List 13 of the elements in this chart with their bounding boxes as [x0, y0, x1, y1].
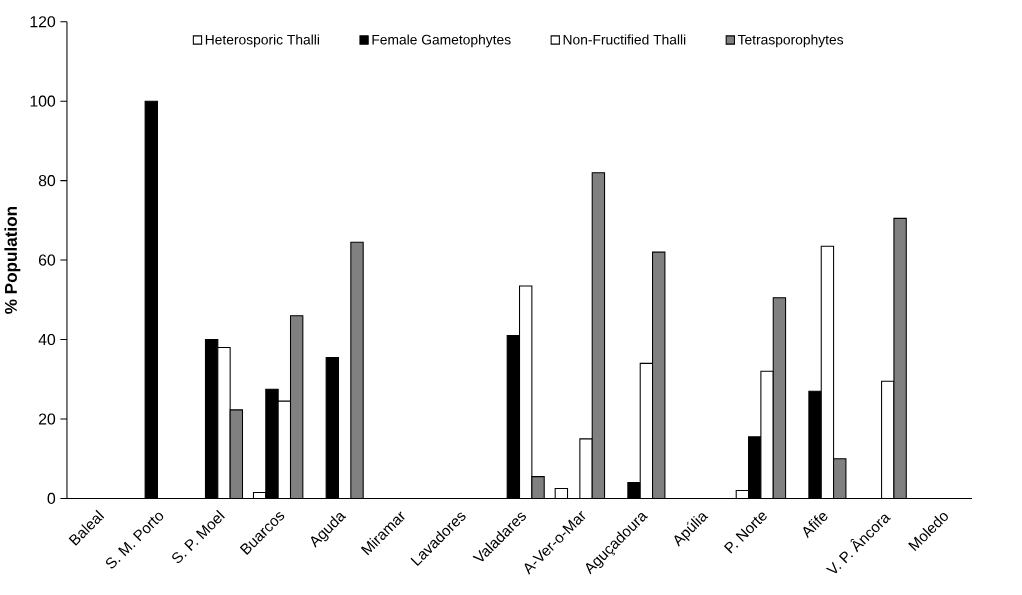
y-axis-title: % Population	[4, 206, 21, 314]
y-tick-label: 120	[30, 16, 56, 28]
legend-label: Heterosporic Thalli	[205, 34, 319, 48]
y-tick-label: 100	[30, 95, 56, 107]
y-tick-label: 80	[38, 174, 56, 187]
y-tick-label: 40	[38, 333, 56, 346]
legend-label: Female Gametophytes	[372, 34, 511, 48]
x-tick-label: Afife	[803, 512, 828, 539]
legend-label: Tetrasporophytes	[737, 34, 844, 48]
y-tick-label: 20	[38, 413, 56, 425]
y-tick-label: 60	[38, 254, 56, 266]
legend-label: Non-Fructified Thalli	[563, 34, 686, 45]
y-tick-label: 0	[47, 492, 56, 504]
